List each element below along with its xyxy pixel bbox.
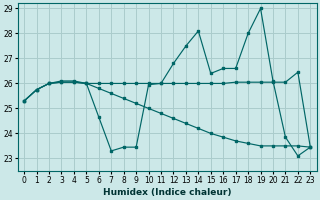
X-axis label: Humidex (Indice chaleur): Humidex (Indice chaleur): [103, 188, 231, 197]
